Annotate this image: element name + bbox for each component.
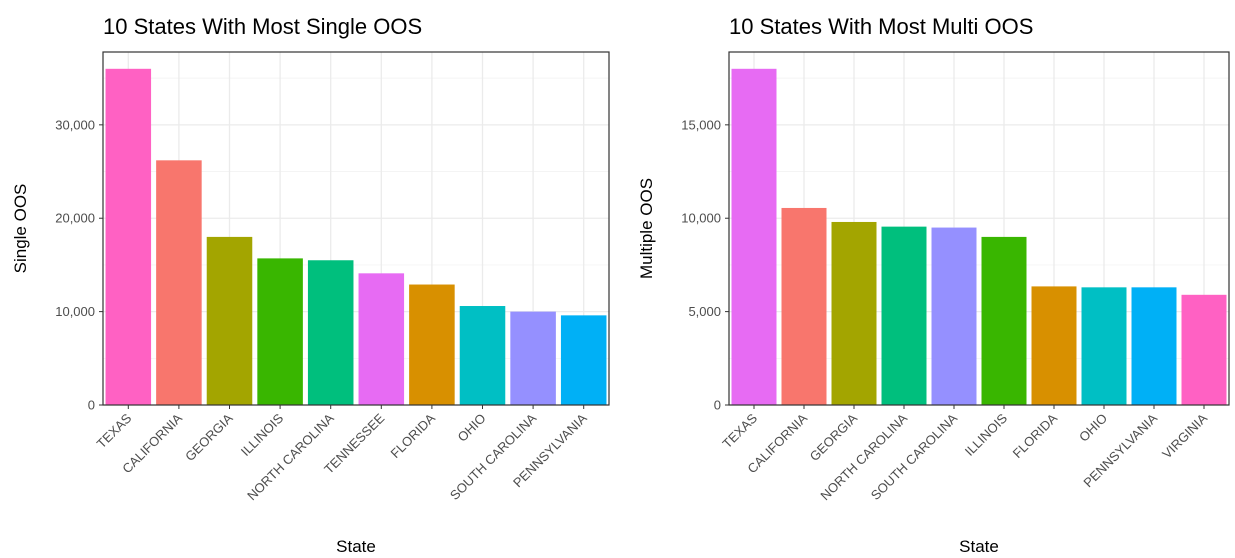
x-tick-label: VIRGINIA	[1159, 410, 1210, 461]
y-tick-label: 15,000	[681, 117, 721, 132]
y-tick-label: 0	[714, 398, 721, 413]
bar-north-carolina	[307, 260, 354, 405]
bar-north-carolina	[881, 226, 927, 405]
x-tick-label: TEXAS	[94, 410, 135, 451]
panel-border	[728, 51, 1230, 406]
y-tick-label: 5,000	[688, 304, 721, 319]
x-axis-title: State	[959, 537, 999, 556]
y-axis-title: Multiple OOS	[637, 178, 656, 279]
bar-illinois	[257, 258, 303, 405]
x-tick-label: TEXAS	[719, 410, 760, 451]
panel-border	[102, 51, 610, 406]
bar-pennsylvania	[1131, 287, 1177, 405]
y-tick-label: 30,000	[55, 117, 95, 132]
bar-south-carolina	[931, 227, 977, 405]
x-tick-label: FLORIDA	[388, 410, 439, 461]
y-axis-title: Single OOS	[11, 184, 30, 274]
bar-california	[156, 160, 202, 405]
bar-california	[781, 207, 827, 405]
y-tick-label: 10,000	[681, 211, 721, 226]
bar-pennsylvania	[560, 315, 607, 405]
y-tick-label: 0	[88, 398, 95, 413]
bar-tennessee	[358, 273, 405, 405]
y-tick-label: 10,000	[55, 304, 95, 319]
x-tick-label: OHIO	[455, 411, 489, 445]
x-tick-label: ILLINOIS	[238, 410, 287, 459]
bar-virginia	[1181, 294, 1227, 405]
x-tick-label: OHIO	[1076, 411, 1110, 445]
x-tick-label: NORTH CAROLINA	[244, 410, 337, 503]
bar-georgia	[831, 221, 877, 405]
x-tick-label: GEORGIA	[182, 410, 236, 464]
bar-georgia	[206, 236, 253, 405]
bar-ohio	[1081, 287, 1127, 405]
x-tick-label: SOUTH CAROLINA	[447, 410, 540, 503]
x-tick-label: FLORIDA	[1010, 410, 1061, 461]
x-tick-label: SOUTH CAROLINA	[868, 410, 961, 503]
chart-1: 010,00020,00030,000TEXASCALIFORNIAGEORGI…	[11, 14, 610, 556]
bar-south-carolina	[510, 311, 556, 405]
bar-florida	[1031, 286, 1077, 405]
chart-title: 10 States With Most Multi OOS	[729, 14, 1033, 39]
x-tick-label: GEORGIA	[807, 410, 861, 464]
x-axis-title: State	[336, 537, 376, 556]
bar-ohio	[459, 306, 506, 405]
x-tick-label: ILLINOIS	[962, 410, 1011, 459]
bar-texas	[105, 68, 152, 406]
bar-florida	[409, 284, 455, 405]
bar-illinois	[981, 236, 1027, 405]
x-tick-label: NORTH CAROLINA	[817, 410, 910, 503]
y-tick-label: 20,000	[55, 211, 95, 226]
bar-texas	[731, 68, 777, 406]
chart-2: 05,00010,00015,000TEXASCALIFORNIAGEORGIA…	[637, 14, 1230, 556]
chart-title: 10 States With Most Single OOS	[103, 14, 422, 39]
